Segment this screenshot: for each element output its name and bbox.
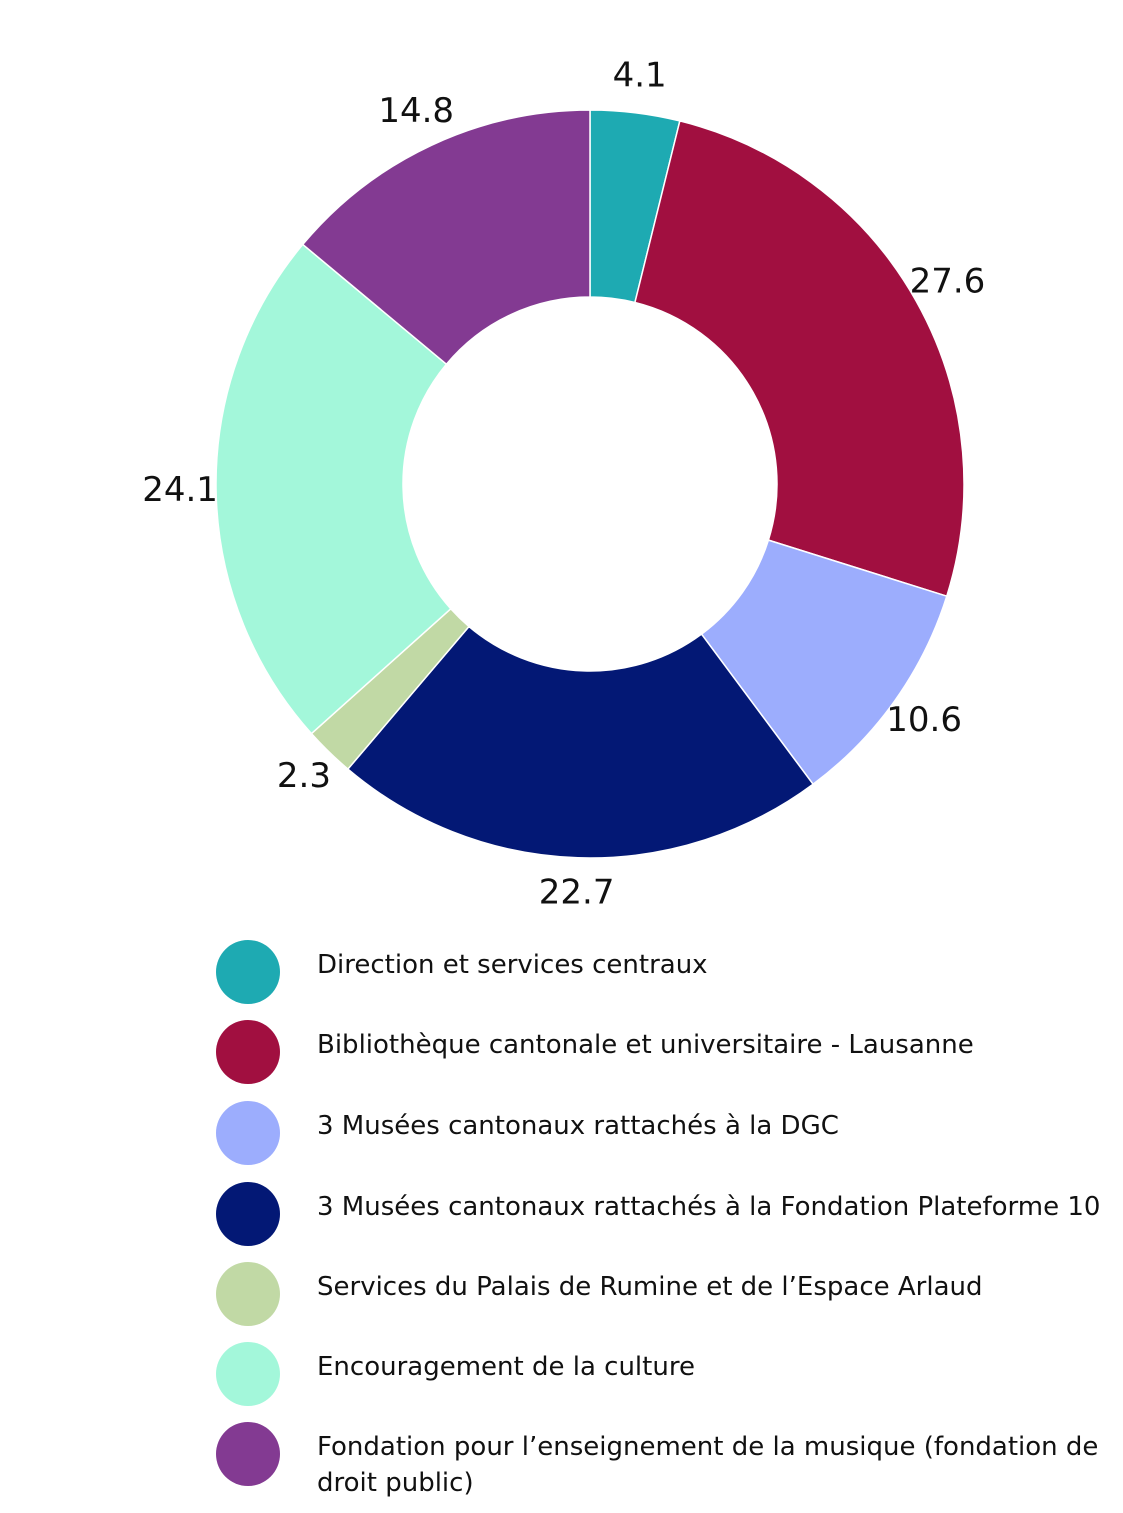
donut-slice-7 [301, 109, 591, 366]
legend-label: Fondation pour l’enseignement de la musi… [317, 1432, 1099, 1498]
legend-swatch [216, 1262, 280, 1326]
legend-label: 3 Musées cantonaux rattachés à la Fondat… [317, 1192, 1101, 1222]
legend-swatch [216, 1422, 280, 1486]
legend-label: 3 Musées cantonaux rattachés à la DGC [317, 1111, 839, 1141]
legend-label: Services du Palais de Rumine et de l’Esp… [317, 1272, 983, 1302]
legend-swatch [216, 1342, 280, 1406]
data-label-2: 27.6 [910, 262, 986, 302]
legend-label: Direction et services centraux [317, 950, 708, 980]
data-label-4: 22.7 [539, 872, 615, 912]
data-label-7: 14.8 [378, 91, 454, 131]
donut-slice-4 [346, 625, 815, 859]
data-label-1: 4.1 [613, 56, 667, 96]
chart-slices [215, 109, 965, 859]
donut-slice-6 [215, 243, 452, 735]
legend-swatch [216, 940, 280, 1004]
data-label-3: 10.6 [886, 700, 962, 740]
donut-slice-2 [634, 120, 965, 598]
legend-label: Encouragement de la culture [317, 1352, 695, 1382]
donut-chart: 4.1 27.6 10.6 22.7 2.3 24.1 14.8 [142, 56, 985, 913]
legend-label: Bibliothèque cantonale et universitaire … [317, 1030, 974, 1060]
legend-swatch [216, 1101, 280, 1165]
chart-data-labels: 4.1 27.6 10.6 22.7 2.3 24.1 14.8 [142, 56, 985, 913]
legend-swatch [216, 1182, 280, 1246]
legend-swatch [216, 1020, 280, 1084]
data-label-6: 24.1 [142, 470, 218, 510]
data-label-5: 2.3 [277, 756, 331, 796]
